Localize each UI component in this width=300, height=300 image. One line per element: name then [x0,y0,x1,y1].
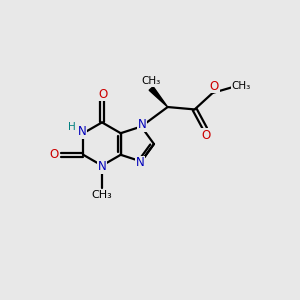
Text: O: O [210,80,219,93]
Text: CH₃: CH₃ [231,81,250,91]
Text: N: N [98,160,106,173]
Text: O: O [201,129,210,142]
Polygon shape [149,87,168,107]
Text: CH₃: CH₃ [141,76,160,86]
Text: N: N [136,156,144,169]
Text: N: N [78,125,86,139]
Text: O: O [98,88,107,101]
Text: CH₃: CH₃ [92,190,112,200]
Text: H: H [68,122,76,132]
Text: O: O [50,148,59,161]
Text: N: N [138,118,147,131]
